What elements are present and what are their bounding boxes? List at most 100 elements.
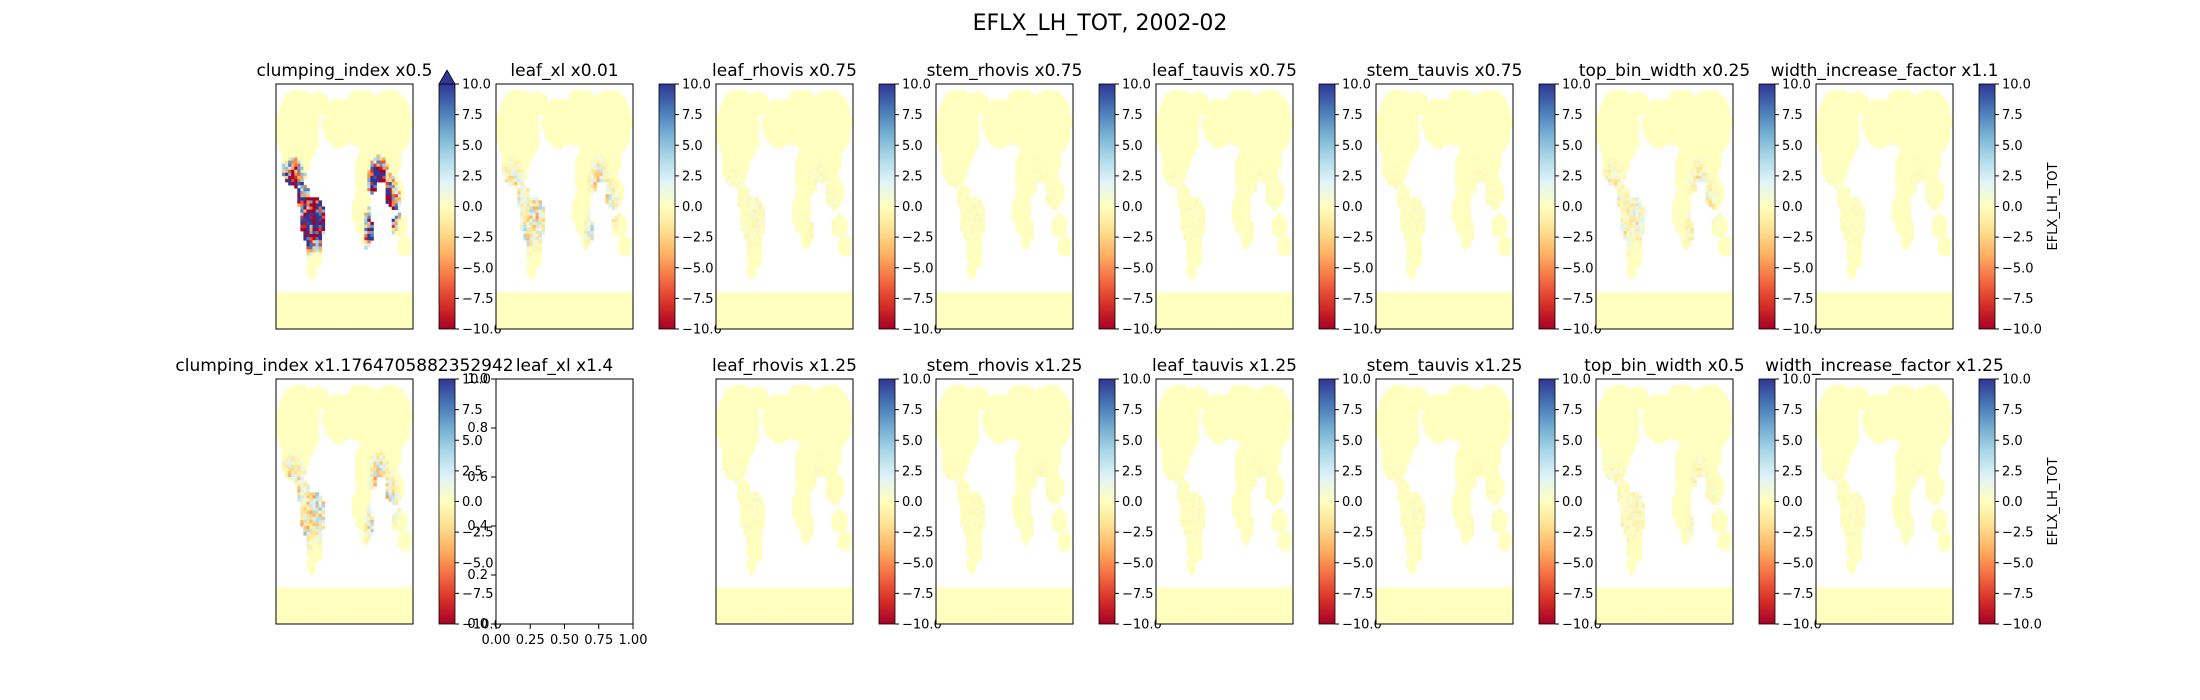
map-cell [608, 295, 613, 299]
map-cell [355, 212, 359, 217]
map-cell [782, 129, 787, 134]
map-cell [535, 111, 540, 116]
map-cell [409, 117, 414, 122]
map-cell [587, 145, 591, 149]
map-cell [611, 197, 616, 201]
map-cell [324, 123, 329, 128]
map-cell [309, 129, 313, 134]
map-cell [358, 166, 362, 171]
map-cell [397, 108, 402, 112]
map-cell [342, 129, 347, 134]
map-cell [584, 163, 588, 168]
map-cell [584, 246, 588, 250]
map-cell [581, 231, 585, 235]
map-cell [300, 200, 304, 204]
map-cell [535, 114, 540, 119]
map-cell [837, 108, 842, 112]
map-cell [291, 148, 295, 152]
map-cell [330, 307, 335, 312]
map-cell [342, 126, 347, 131]
map-cell [297, 191, 301, 195]
map-cell [614, 203, 619, 207]
map-cell [499, 145, 503, 149]
map-cell [373, 96, 377, 100]
map-cell [397, 298, 402, 302]
map-cell [731, 160, 735, 165]
map-cell [614, 197, 619, 201]
map-cell [406, 295, 411, 299]
map-cell [834, 105, 839, 109]
map-cell [276, 114, 280, 119]
map-cell [831, 126, 836, 131]
map-cell [538, 212, 543, 217]
map-cell [294, 298, 298, 302]
map-cell [312, 96, 316, 100]
map-cell [312, 258, 316, 263]
map-cell [523, 129, 527, 134]
map-cell [385, 325, 390, 330]
map-cell [831, 182, 836, 186]
map-cell [520, 172, 524, 177]
map-cell [792, 136, 796, 140]
map-cell [626, 133, 631, 137]
map-cell [505, 310, 509, 315]
map-cell [728, 145, 732, 149]
map-cell [602, 142, 606, 146]
map-cell [339, 136, 344, 140]
map-cell [728, 123, 732, 128]
map-cell [400, 252, 405, 256]
map-cell [385, 178, 390, 183]
map-cell [578, 200, 582, 204]
map-cell [288, 178, 292, 183]
map-cell [562, 133, 567, 137]
map-cell [324, 136, 329, 140]
map-cell [722, 126, 726, 131]
map-cell [403, 105, 408, 109]
map-cell [303, 129, 307, 134]
map-cell [584, 154, 588, 158]
map-cell [575, 209, 579, 214]
map-cell [520, 307, 524, 312]
map-cell [556, 322, 561, 327]
map-cell [502, 148, 506, 152]
map-cell [798, 182, 802, 186]
map-cell [370, 105, 374, 109]
map-cell [279, 136, 283, 140]
map-cell [346, 108, 350, 112]
map-cell [297, 133, 301, 137]
map-cell [605, 178, 610, 183]
map-cell [388, 200, 393, 204]
map-cell [614, 151, 619, 155]
map-cell [364, 160, 368, 165]
map-cell [330, 120, 335, 125]
map-cell [819, 123, 823, 128]
map-cell [355, 123, 359, 128]
map-cell [620, 188, 625, 192]
map-cell [276, 313, 280, 318]
map-cell [309, 126, 313, 131]
map-cell [520, 175, 524, 180]
map-cell [605, 133, 610, 137]
map-cell [798, 111, 802, 116]
map-cell [608, 111, 613, 116]
map-cell [740, 139, 744, 143]
map-cell [614, 178, 619, 183]
map-cell [834, 160, 839, 165]
map-cell [617, 203, 622, 207]
map-cell [526, 221, 530, 226]
map-cell [330, 142, 335, 146]
map-cell [517, 313, 521, 318]
map-cell [327, 307, 332, 312]
map-cell [828, 188, 833, 192]
map-cell [520, 96, 524, 100]
map-cell [376, 105, 380, 109]
map-cell [297, 166, 301, 171]
map-cell [342, 120, 347, 125]
map-cell [776, 142, 781, 146]
map-cell [611, 316, 616, 321]
map-cell [801, 163, 805, 168]
map-cell [608, 102, 613, 106]
map-cell [358, 322, 362, 327]
map-cell [566, 304, 570, 308]
map-cell [795, 142, 799, 146]
